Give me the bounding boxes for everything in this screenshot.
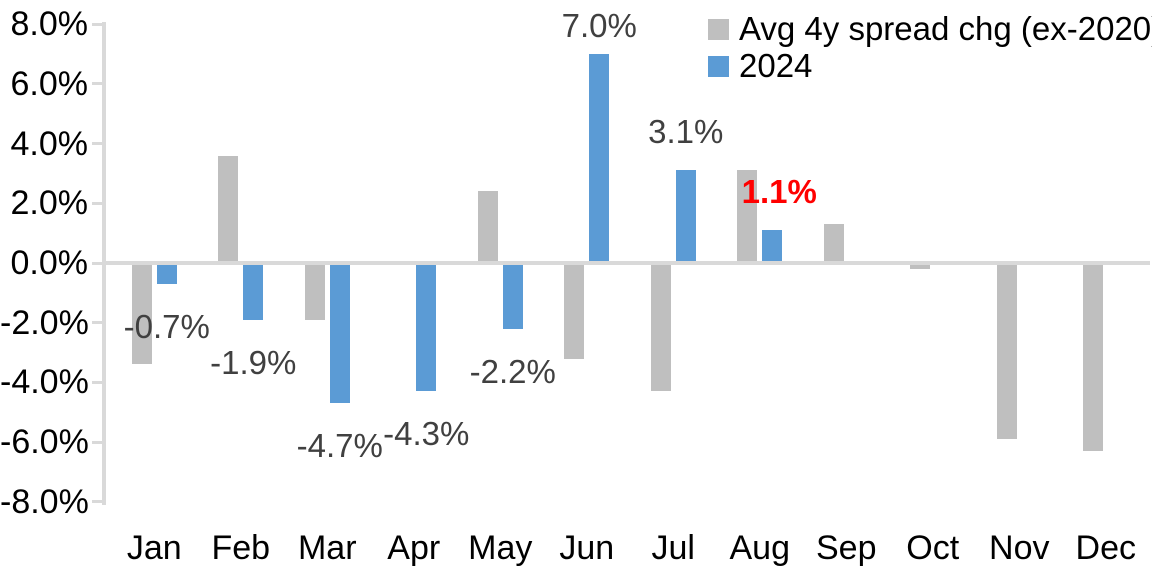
y-tick-label: 4.0%: [10, 124, 89, 163]
bar-avg-jan: [131, 263, 152, 365]
x-axis-label-apr: Apr: [387, 529, 441, 567]
bar-avg-dec: [1083, 263, 1104, 452]
x-axis-label-jun: Jun: [559, 529, 615, 567]
y-tick-mark: [92, 440, 106, 444]
y-tick-label: -6.0%: [0, 423, 89, 462]
x-axis-label-oct: Oct: [906, 529, 960, 567]
bar-avg-jul: [650, 263, 671, 392]
bar-2024-jan: [156, 263, 177, 284]
bar-2024-mar: [329, 263, 350, 404]
legend-item-avg-spread: Avg 4y spread chg (ex-2020): [708, 10, 1152, 47]
legend-swatch-gray: [708, 18, 729, 40]
x-axis-label-dec: Dec: [1075, 529, 1136, 567]
legend-label: Avg 4y spread chg (ex-2020): [739, 10, 1152, 47]
x-axis-label-jul: Jul: [651, 529, 695, 567]
data-label-may: -2.2%: [469, 352, 556, 390]
bar-avg-nov: [996, 263, 1017, 440]
x-axis-label-feb: Feb: [211, 529, 271, 567]
x-axis-label-may: May: [468, 529, 533, 567]
bar-2024-aug: [762, 230, 783, 263]
y-tick-mark: [92, 201, 106, 205]
data-label-jun: 7.0%: [561, 7, 637, 45]
legend-label: 2024: [739, 47, 813, 84]
bar-avg-jun: [564, 263, 585, 359]
bar-avg-sep: [823, 224, 844, 263]
y-tick-mark: [92, 22, 106, 26]
bar-avg-aug: [737, 170, 758, 263]
y-tick-mark: [92, 380, 106, 384]
y-tick-label: -8.0%: [0, 482, 89, 521]
y-tick-mark: [92, 321, 106, 325]
legend-item-2024: 2024: [708, 47, 1152, 84]
bar-avg-feb: [218, 155, 239, 263]
data-label-feb: -1.9%: [210, 343, 297, 381]
x-axis-label-sep: Sep: [816, 529, 877, 567]
y-tick-mark: [92, 261, 106, 265]
bar-avg-may: [477, 191, 498, 263]
x-axis-label-aug: Aug: [729, 529, 791, 567]
legend-swatch-blue: [708, 55, 729, 77]
y-tick-label: -2.0%: [0, 303, 89, 342]
data-label-apr: -4.3%: [383, 415, 470, 453]
data-label-jul: 3.1%: [648, 113, 724, 151]
bar-2024-jul: [675, 170, 696, 263]
y-tick-mark: [92, 82, 106, 86]
data-label-mar: -4.7%: [296, 427, 383, 465]
y-tick-mark: [92, 142, 106, 146]
data-label-aug: 1.1%: [741, 173, 817, 211]
x-axis-label-mar: Mar: [297, 529, 357, 567]
bar-2024-feb: [243, 263, 264, 320]
zero-gridline: [102, 261, 1150, 265]
bar-2024-apr: [416, 263, 437, 392]
y-tick-label: 8.0%: [10, 5, 89, 44]
y-tick-mark: [92, 500, 106, 504]
data-label-jan: -0.7%: [123, 307, 210, 345]
x-axis-label-jan: Jan: [126, 529, 182, 567]
bar-avg-mar: [304, 263, 325, 320]
legend: Avg 4y spread chg (ex-2020) 2024: [708, 10, 1152, 92]
y-tick-label: 2.0%: [10, 184, 89, 223]
x-axis-label-nov: Nov: [989, 529, 1050, 567]
y-tick-label: 6.0%: [10, 64, 89, 103]
y-tick-label: -4.0%: [0, 363, 89, 402]
y-tick-label: 0.0%: [10, 244, 89, 282]
bar-avg-oct: [910, 263, 931, 269]
bar-2024-may: [502, 263, 523, 329]
bar-2024-jun: [589, 54, 610, 263]
